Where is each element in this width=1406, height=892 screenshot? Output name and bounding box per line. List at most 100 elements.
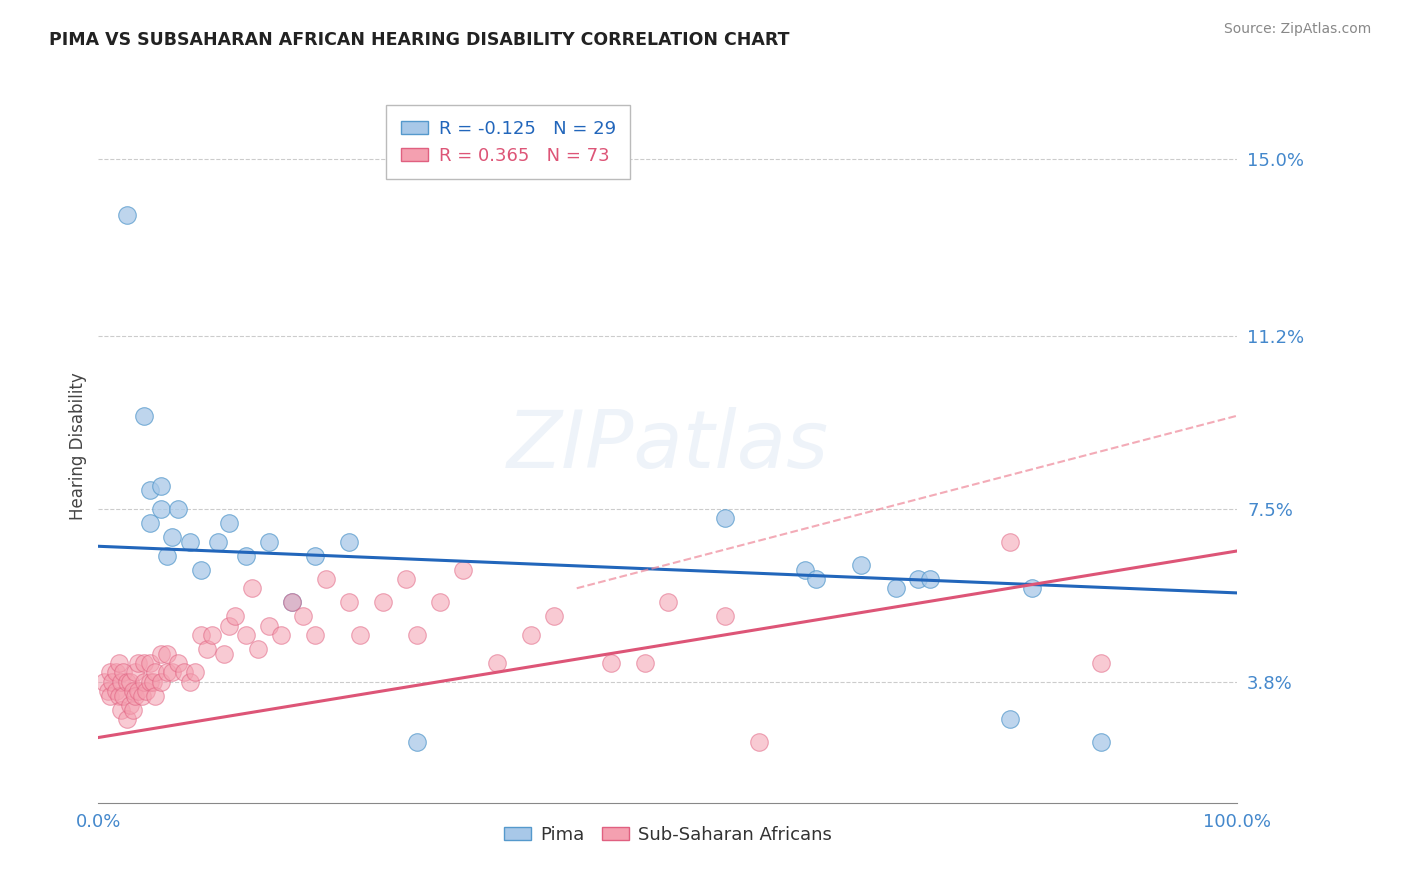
Text: PIMA VS SUBSAHARAN AFRICAN HEARING DISABILITY CORRELATION CHART: PIMA VS SUBSAHARAN AFRICAN HEARING DISAB… (49, 31, 790, 49)
Y-axis label: Hearing Disability: Hearing Disability (69, 372, 87, 520)
Point (104, 684, 127, 698)
Point (259, 618, 281, 632)
Point (96, 684, 118, 698)
Point (115, 712, 138, 726)
Point (918, 572, 941, 586)
Point (804, 572, 827, 586)
Point (132, 656, 155, 670)
Point (131, 689, 153, 703)
Point (101, 674, 124, 689)
Point (98, 665, 121, 680)
Point (156, 647, 179, 661)
Point (150, 647, 173, 661)
Point (124, 689, 146, 703)
Point (142, 674, 165, 689)
Point (259, 534, 281, 549)
Point (486, 656, 509, 670)
Point (195, 641, 218, 656)
Point (156, 549, 179, 563)
Point (179, 534, 201, 549)
Point (304, 628, 326, 642)
Point (406, 628, 429, 642)
Text: Source: ZipAtlas.com: Source: ZipAtlas.com (1223, 22, 1371, 37)
Point (371, 595, 394, 609)
Point (281, 595, 304, 609)
Point (132, 674, 155, 689)
Point (145, 665, 167, 680)
Point (1090, 735, 1112, 749)
Point (451, 563, 474, 577)
Point (108, 689, 131, 703)
Point (167, 656, 190, 670)
Point (184, 665, 207, 680)
Point (138, 674, 160, 689)
Point (98, 689, 121, 703)
Point (115, 208, 138, 222)
Point (108, 656, 131, 670)
Point (121, 684, 143, 698)
Point (395, 572, 418, 586)
Point (112, 689, 135, 703)
Point (138, 516, 160, 530)
Point (1090, 656, 1112, 670)
Point (135, 684, 157, 698)
Point (173, 665, 195, 680)
Point (150, 674, 173, 689)
Point (304, 549, 326, 563)
Point (1021, 581, 1043, 595)
Point (235, 628, 257, 642)
Point (127, 656, 149, 670)
Point (124, 665, 146, 680)
Point (212, 647, 235, 661)
Point (104, 665, 127, 680)
Point (315, 572, 337, 586)
Point (207, 534, 229, 549)
Point (127, 684, 149, 698)
Point (884, 581, 907, 595)
Point (406, 735, 429, 749)
Point (337, 595, 360, 609)
Point (429, 595, 451, 609)
Point (748, 735, 770, 749)
Point (150, 502, 173, 516)
Point (120, 674, 142, 689)
Point (190, 628, 212, 642)
Point (543, 609, 565, 624)
Point (218, 618, 240, 632)
Point (150, 478, 173, 492)
Point (120, 698, 142, 712)
Point (110, 702, 132, 716)
Point (270, 628, 292, 642)
Point (179, 674, 201, 689)
Point (218, 516, 240, 530)
Point (657, 595, 679, 609)
Point (110, 674, 132, 689)
Point (349, 628, 371, 642)
Point (121, 702, 143, 716)
Point (600, 656, 623, 670)
Point (115, 674, 138, 689)
Point (907, 572, 929, 586)
Point (145, 689, 167, 703)
Point (190, 563, 212, 577)
Point (998, 534, 1021, 549)
Point (337, 534, 360, 549)
Point (235, 549, 257, 563)
Point (714, 609, 737, 624)
Point (281, 595, 304, 609)
Point (851, 558, 873, 572)
Point (634, 656, 657, 670)
Point (112, 665, 135, 680)
Point (162, 530, 184, 544)
Point (714, 511, 737, 525)
Point (520, 628, 543, 642)
Point (93, 674, 115, 689)
Point (224, 609, 246, 624)
Point (201, 628, 224, 642)
Point (167, 502, 190, 516)
Point (156, 665, 179, 680)
Point (162, 665, 184, 680)
Point (138, 656, 160, 670)
Text: ZIPatlas: ZIPatlas (506, 407, 830, 485)
Point (138, 483, 160, 498)
